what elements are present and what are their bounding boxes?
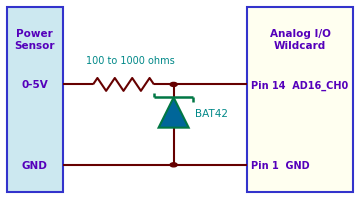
Text: BAT42: BAT42 <box>195 108 228 118</box>
Circle shape <box>170 83 177 87</box>
FancyBboxPatch shape <box>247 8 353 192</box>
Text: Pin 14  AD16_CH0: Pin 14 AD16_CH0 <box>251 80 348 90</box>
Text: Analog I/O
Wildcard: Analog I/O Wildcard <box>270 29 330 51</box>
Text: 100 to 1000 ohms: 100 to 1000 ohms <box>86 56 175 66</box>
Text: 0-5V: 0-5V <box>21 80 48 90</box>
Circle shape <box>170 163 177 167</box>
Text: Pin 1  GND: Pin 1 GND <box>251 160 309 170</box>
Text: Power
Sensor: Power Sensor <box>14 29 55 51</box>
FancyBboxPatch shape <box>7 8 63 192</box>
Text: GND: GND <box>22 160 48 170</box>
Polygon shape <box>159 98 189 128</box>
